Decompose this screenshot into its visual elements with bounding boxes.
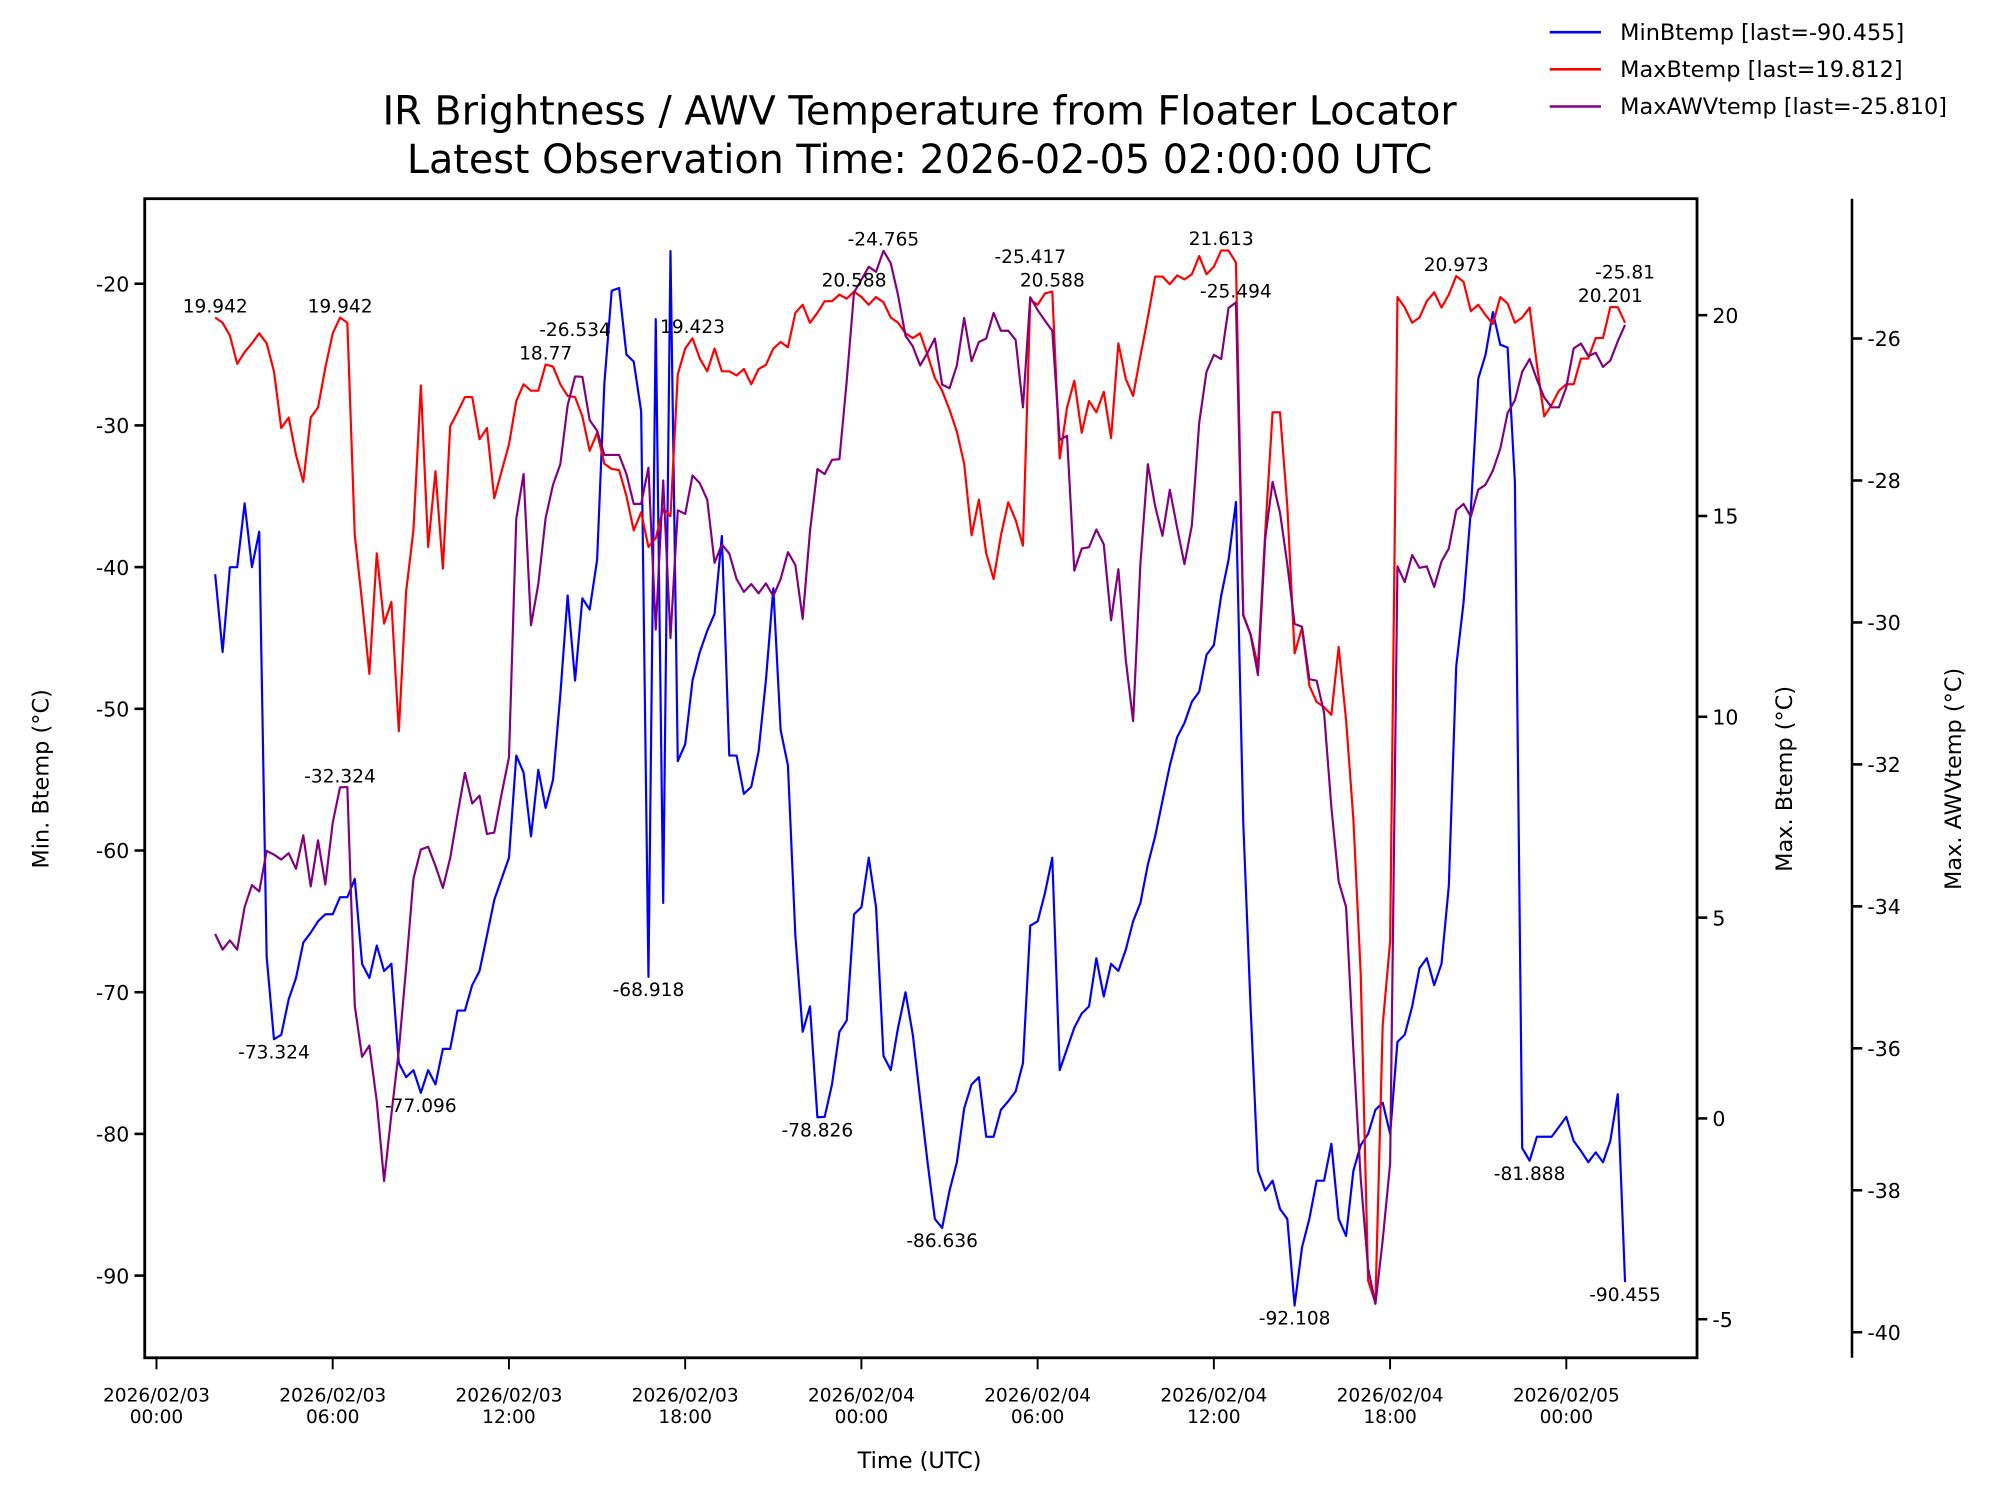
y-tick-label-awv: -36 xyxy=(1867,1037,1900,1061)
x-tick-label-date: 2026/02/03 xyxy=(279,1385,386,1406)
y-tick-label-max: 10 xyxy=(1712,705,1738,729)
y-tick-label-max: 5 xyxy=(1712,906,1725,930)
y-tick-label-min: -70 xyxy=(96,981,129,1005)
x-tick-label-date: 2026/02/03 xyxy=(455,1385,562,1406)
y-tick-label-min: -30 xyxy=(96,414,129,438)
y-tick-label-awv: -38 xyxy=(1867,1179,1900,1203)
x-axis-label: Time (UTC) xyxy=(857,1448,982,1474)
x-tick-label-date: 2026/02/05 xyxy=(1513,1385,1620,1406)
data-label-awv: -25.81 xyxy=(1595,262,1655,283)
series-line-awv xyxy=(214,249,1627,1305)
x-tick-label-time: 18:00 xyxy=(658,1407,712,1428)
plot-area: 2026/02/0300:002026/02/0306:002026/02/03… xyxy=(96,197,1901,1428)
y-tick-label-max: 15 xyxy=(1712,505,1738,529)
data-label-min: -78.826 xyxy=(782,1120,854,1141)
data-label-max: 20.201 xyxy=(1578,286,1643,307)
x-tick-label-time: 00:00 xyxy=(1540,1407,1593,1428)
y-tick-label-min: -90 xyxy=(96,1264,129,1288)
data-label-max: 18.77 xyxy=(519,343,572,364)
data-label-awv: -25.417 xyxy=(994,247,1066,268)
data-label-max: 20.588 xyxy=(822,270,887,291)
x-tick-label-date: 2026/02/03 xyxy=(632,1385,739,1406)
y-tick-label-min: -80 xyxy=(96,1123,129,1147)
legend-label-min: MinBtemp [last=-90.455] xyxy=(1620,20,1904,46)
x-tick-label-date: 2026/02/04 xyxy=(1337,1385,1444,1406)
y-tick-label-min: -50 xyxy=(96,697,129,721)
y-axis-label-max: Max. Btemp (°C) xyxy=(1772,686,1798,872)
y-tick-label-awv: -28 xyxy=(1867,469,1900,493)
y-tick-label-awv: -26 xyxy=(1867,327,1900,351)
data-label-max: 19.423 xyxy=(660,317,725,338)
data-label-max: 20.588 xyxy=(1020,270,1085,291)
data-label-awv: -25.494 xyxy=(1200,281,1272,302)
data-label-min: -77.096 xyxy=(385,1096,457,1117)
y-tick-label-min: -20 xyxy=(96,272,129,296)
data-label-awv: -32.324 xyxy=(304,766,376,787)
y-tick-label-min: -60 xyxy=(96,839,129,863)
x-tick-label-date: 2026/02/04 xyxy=(808,1385,915,1406)
data-label-max: 19.942 xyxy=(183,296,248,317)
data-label-awv: -24.765 xyxy=(848,230,920,251)
y-tick-label-awv: -30 xyxy=(1867,611,1900,635)
x-tick-label-time: 06:00 xyxy=(1011,1407,1065,1428)
x-tick-label-time: 00:00 xyxy=(835,1407,889,1428)
chart-subtitle: Latest Observation Time: 2026-02-05 02:0… xyxy=(407,137,1432,183)
y-axis-label-awv: Max. AWVtemp (°C) xyxy=(1941,668,1967,890)
data-label-min: -81.888 xyxy=(1494,1164,1566,1185)
data-label-min: -86.636 xyxy=(906,1231,978,1252)
x-tick-label-date: 2026/02/03 xyxy=(103,1385,210,1406)
data-label-max: 20.973 xyxy=(1424,255,1489,276)
y-tick-label-min: -40 xyxy=(96,556,129,580)
y-tick-label-awv: -32 xyxy=(1867,753,1900,777)
y-tick-label-max: -5 xyxy=(1712,1308,1732,1332)
y-axis-label-min: Min. Btemp (°C) xyxy=(29,689,55,868)
y-tick-label-awv: -34 xyxy=(1867,895,1900,919)
x-tick-label-time: 12:00 xyxy=(1187,1407,1241,1428)
y-tick-label-max: 20 xyxy=(1712,304,1738,328)
data-label-max: 21.613 xyxy=(1189,229,1254,250)
data-label-min: -68.918 xyxy=(613,980,685,1001)
legend: MinBtemp [last=-90.455] MaxBtemp [last=19… xyxy=(1549,20,1947,120)
x-tick-label-time: 18:00 xyxy=(1363,1407,1417,1428)
legend-label-awv: MaxAWVtemp [last=-25.810] xyxy=(1620,94,1947,120)
y-tick-label-awv: -40 xyxy=(1867,1321,1900,1345)
y-tick-label-max: 0 xyxy=(1712,1107,1725,1131)
data-label-min: -92.108 xyxy=(1259,1309,1331,1330)
legend-label-max: MaxBtemp [last=19.812] xyxy=(1620,57,1903,83)
data-label-min: -90.455 xyxy=(1589,1285,1661,1306)
x-tick-label-date: 2026/02/04 xyxy=(1160,1385,1267,1406)
axes-frame xyxy=(143,197,1699,1360)
series-line-min xyxy=(214,249,1627,1307)
x-tick-label-time: 12:00 xyxy=(482,1407,536,1428)
data-label-min: -73.324 xyxy=(238,1043,310,1064)
x-tick-label-time: 06:00 xyxy=(306,1407,360,1428)
data-label-max: 19.942 xyxy=(308,296,373,317)
series-line-max xyxy=(214,249,1627,1305)
data-label-awv: -26.534 xyxy=(539,320,611,341)
x-tick-label-date: 2026/02/04 xyxy=(984,1385,1091,1406)
x-tick-label-time: 00:00 xyxy=(130,1407,184,1428)
chart-title: IR Brightness / AWV Temperature from Flo… xyxy=(382,88,1457,134)
